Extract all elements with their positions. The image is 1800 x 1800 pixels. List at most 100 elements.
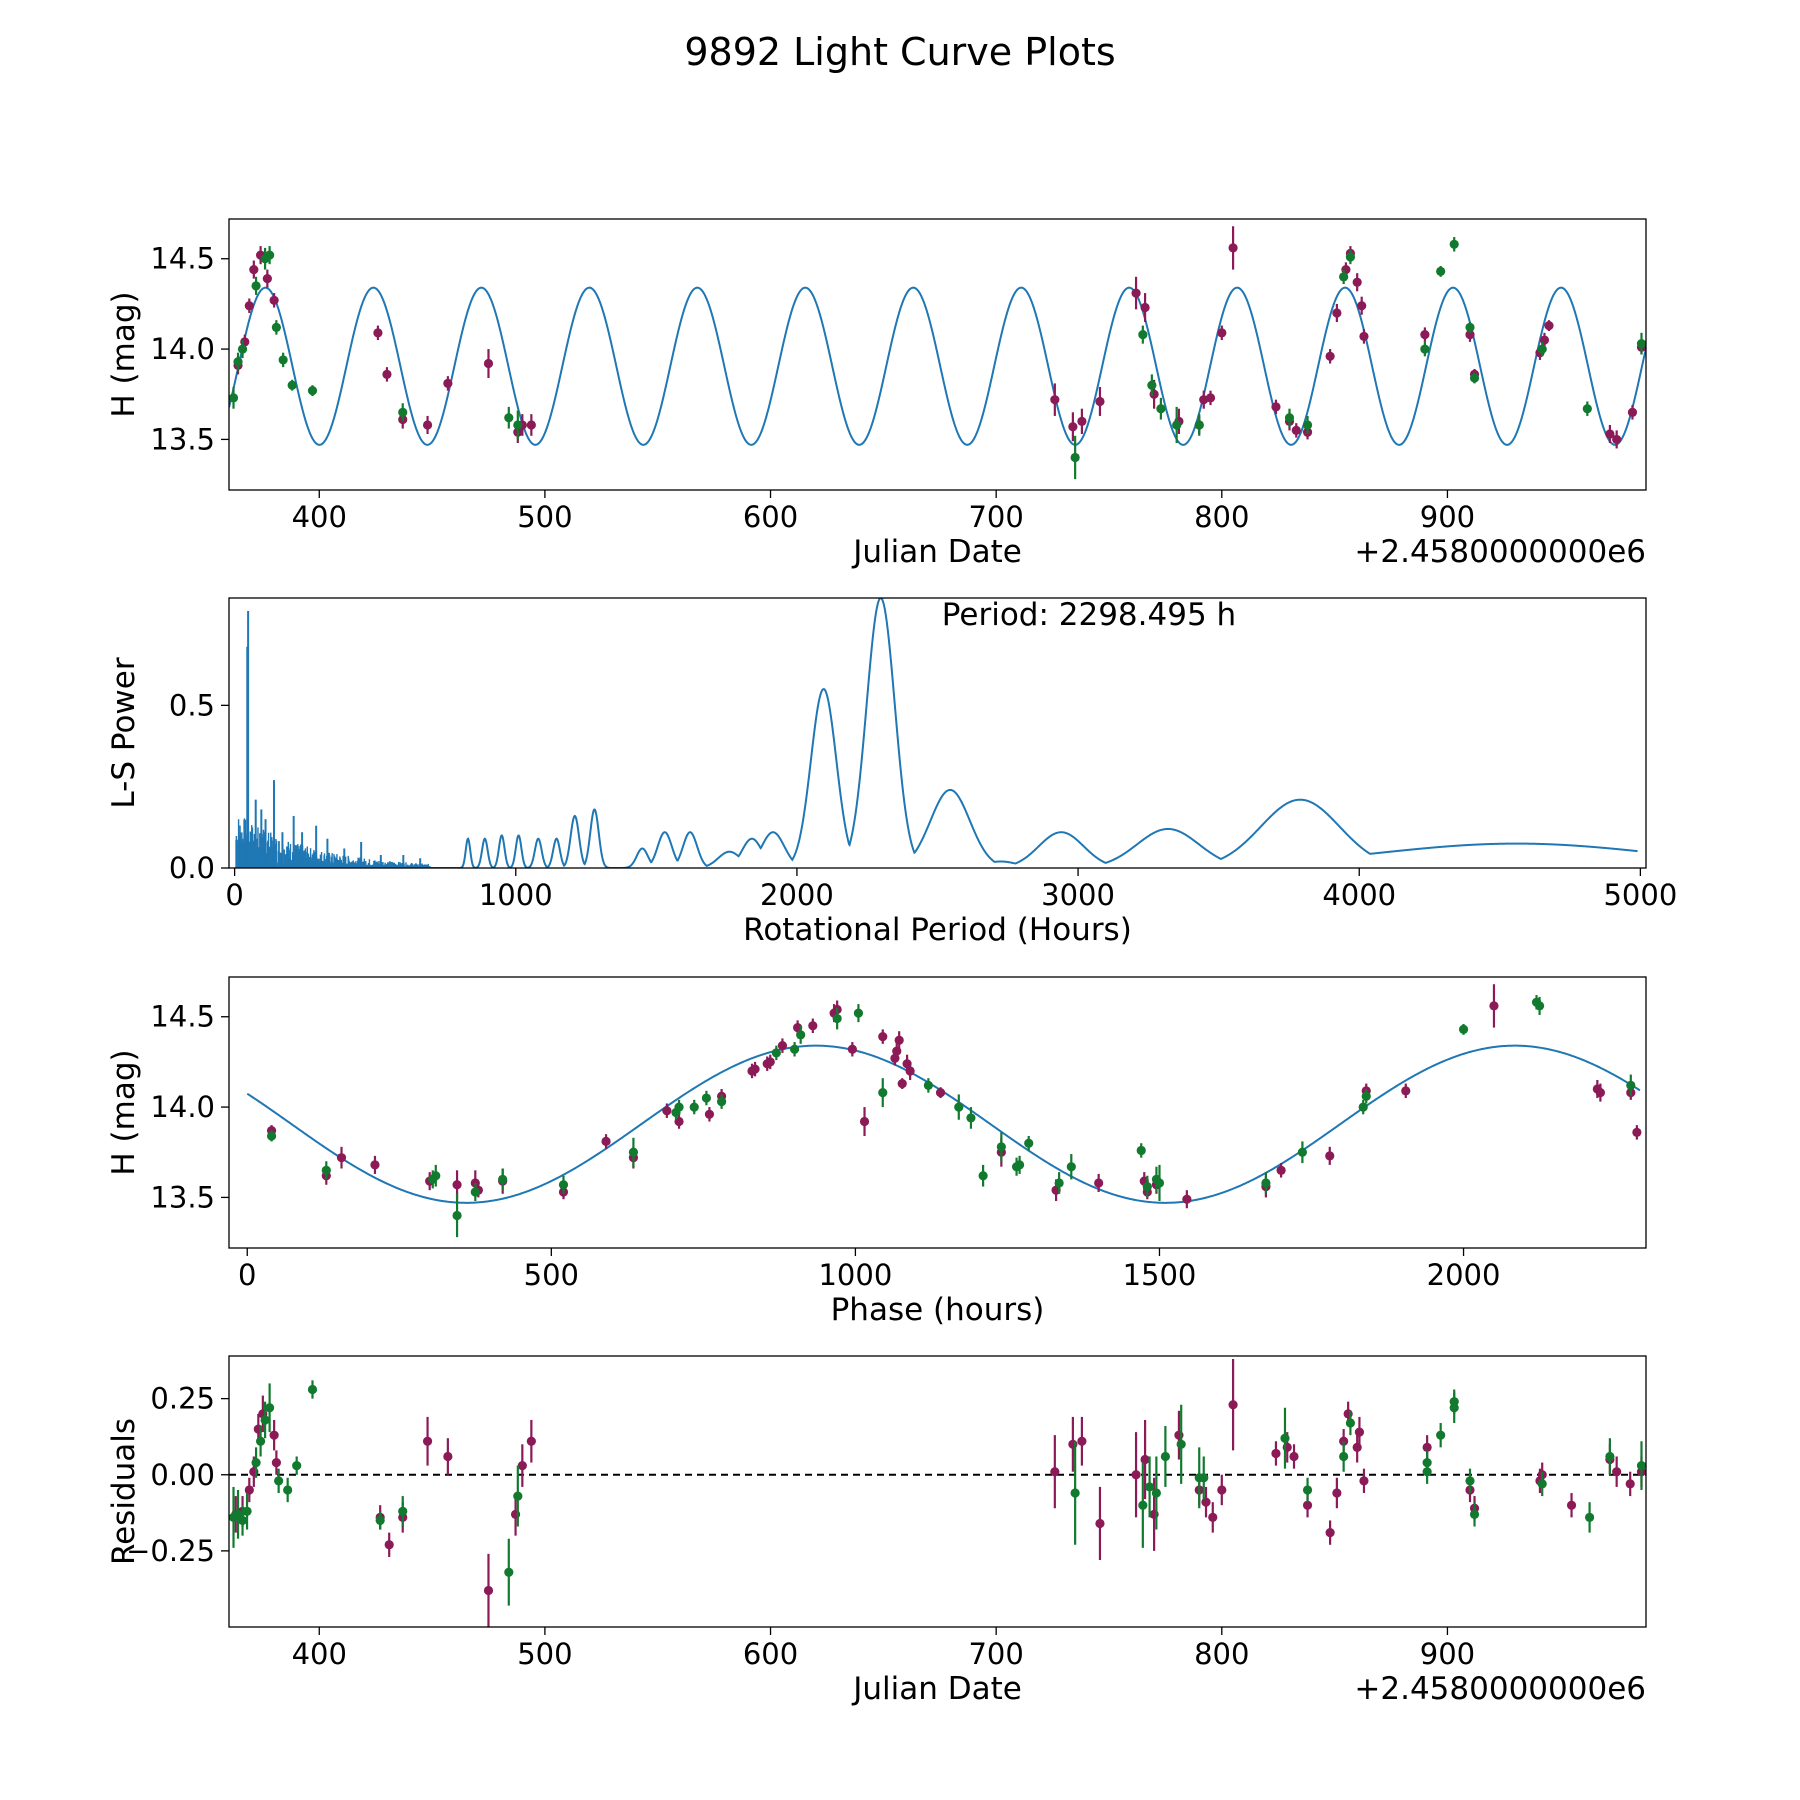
magenta-point [1095,396,1105,407]
green-point [1147,380,1157,390]
magenta-point [1208,1512,1218,1522]
x-axis-label: Rotational Period (Hours) [743,912,1132,948]
green-point [1584,1512,1595,1522]
green-point [265,250,275,260]
y-axis-label: Residuals [106,1418,142,1565]
green-point [832,1013,842,1024]
magenta-point [1625,1479,1635,1489]
x-offset-text: +2.4580000000e6 [1354,1671,1646,1707]
magenta-point [384,1540,394,1550]
green-point [513,1491,523,1501]
green-point [278,355,288,365]
green-point [1138,330,1148,340]
green-point [242,1506,252,1516]
magenta-point [894,1035,904,1045]
magenta-point [443,378,453,389]
magenta-point [808,1021,818,1031]
green-point [1358,1102,1368,1112]
green-point [1361,1091,1371,1101]
magenta-point [1289,1451,1299,1462]
green-point [452,1210,462,1221]
x-tick-label: 700 [968,1637,1023,1671]
magenta-point [1228,243,1238,253]
green-point [1024,1138,1034,1148]
magenta-point [1271,402,1281,412]
axes-frame [228,976,1647,1249]
magenta-point [1332,1488,1342,1498]
green-point [1339,272,1349,282]
magenta-point [1094,1178,1104,1188]
period-annotation: Period: 2298.495 h [942,597,1236,633]
magenta-point [1271,1448,1281,1459]
green-point [1626,1080,1636,1090]
x-tick-label: 700 [968,500,1023,534]
green-point [1138,1500,1148,1510]
x-tick-label: 500 [524,1258,579,1292]
y-tick-label: 14.0 [150,332,215,366]
y-tick-label: 14.5 [150,242,215,276]
magenta-point [483,1585,494,1596]
magenta-point [897,1078,907,1089]
green-point [954,1102,964,1112]
green-point [1070,452,1080,463]
magenta-point [244,301,254,311]
y-tick-label: −0.25 [126,1534,215,1568]
green-point [283,1485,293,1495]
y-axis-label: H (mag) [106,291,142,417]
magenta-point [1228,1400,1238,1410]
periodogram-line [431,598,1638,868]
residuals-plot-area [229,1359,1646,1627]
magenta-point [1095,1518,1105,1529]
green-point [1070,1488,1080,1498]
magenta-point [847,1044,857,1054]
green-point [796,1030,806,1040]
magenta-point [271,1457,281,1468]
green-point [237,344,248,354]
x-tick-label: 400 [292,1637,347,1671]
light-curve-plot-area [229,226,1646,480]
green-point [1339,1451,1349,1462]
green-point [1465,1476,1475,1486]
magenta-point [1357,301,1367,311]
magenta-point [1632,1127,1642,1137]
x-tick-label: 1000 [479,878,553,912]
green-point [689,1102,699,1112]
green-point [1422,1467,1432,1477]
x-tick-label: 1500 [1123,1258,1197,1292]
magenta-point [422,420,433,430]
x-tick-label: 5000 [1603,878,1677,912]
green-point [229,393,239,403]
x-tick-label: 500 [517,500,572,534]
magenta-point [1201,1497,1211,1507]
magenta-point [1566,1500,1577,1510]
green-point [1605,1451,1615,1462]
green-point [321,1165,331,1175]
green-point [292,1461,302,1471]
y-tick-label: 14.5 [150,1000,215,1034]
green-point [1469,1509,1480,1519]
green-point [251,1457,261,1468]
green-point [375,1515,385,1526]
magenta-point [1217,328,1227,338]
green-point [1636,339,1646,349]
green-point [878,1088,888,1098]
magenta-point [765,1057,775,1067]
green-point [1172,420,1182,430]
green-point [1449,1397,1459,1407]
green-point [1054,1178,1064,1188]
green-point [1345,1418,1356,1428]
magenta-point [1050,1467,1060,1477]
y-tick-label: 13.5 [150,422,215,456]
magenta-point [1291,425,1301,435]
green-point [558,1180,569,1190]
x-tick-label: 4000 [1322,878,1396,912]
magenta-point [1302,1500,1313,1510]
magenta-point [452,1180,462,1190]
green-point [1160,1451,1170,1462]
axes-frame [228,1355,1647,1628]
green-point [1436,1430,1446,1440]
magenta-point [382,369,392,379]
x-offset-text: +2.4580000000e6 [1354,534,1646,570]
y-tick-label: 13.5 [150,1180,215,1214]
